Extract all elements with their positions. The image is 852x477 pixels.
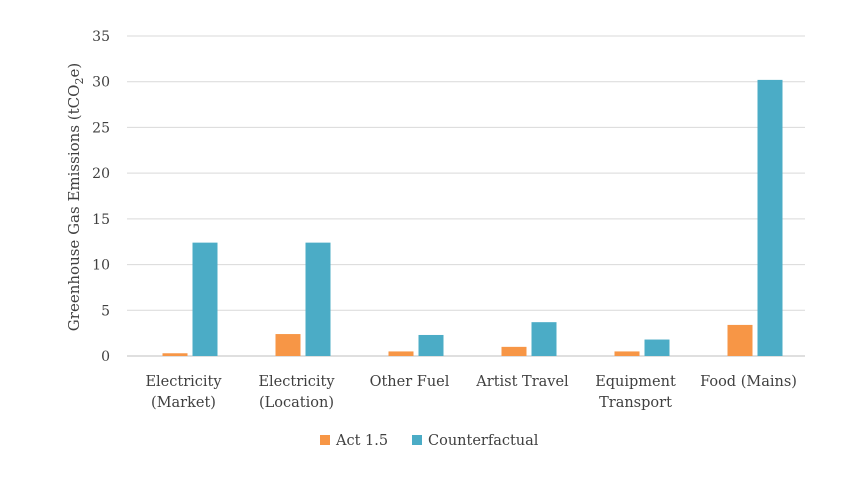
y-tick-label: 20 (92, 166, 110, 182)
x-category-label: Electricity (145, 374, 222, 390)
legend-label: Counterfactual (428, 433, 539, 449)
x-category-label: Transport (599, 395, 672, 411)
y-tick-label: 0 (101, 349, 110, 365)
bar-counterfactual (192, 242, 218, 356)
y-tick-label: 35 (92, 29, 110, 45)
gridlines (127, 35, 805, 357)
bars (162, 79, 783, 356)
y-tick-label: 5 (101, 303, 110, 319)
y-axis-label: Greenhouse Gas Emissions (tCO2e) (65, 63, 86, 331)
y-axis-label-main: Greenhouse Gas Emissions (tCO (65, 85, 83, 332)
y-tick-label: 10 (92, 258, 110, 274)
bar-counterfactual (418, 334, 444, 356)
y-tick-label: 15 (92, 212, 110, 228)
y-tick-label: 25 (92, 120, 110, 136)
x-category-label: Food (Mains) (700, 374, 797, 390)
y-axis-label-sub: 2 (73, 78, 86, 85)
legend-swatch (412, 435, 422, 445)
bar-act (501, 346, 527, 356)
bar-counterfactual (531, 322, 557, 356)
x-category-label: (Market) (151, 395, 216, 411)
bar-act (275, 334, 301, 356)
x-category-label: Artist Travel (475, 374, 569, 390)
bar-act (388, 351, 414, 356)
bar-act (162, 353, 188, 356)
y-axis-label-end: e) (65, 63, 83, 78)
x-category-label: Electricity (258, 374, 335, 390)
legend: Act 1.5 Counterfactual (320, 433, 539, 449)
y-axis-ticks: 0 5 10 15 20 25 30 35 (92, 29, 110, 365)
x-axis-categories: Electricity (Market) Electricity (Location)… (145, 374, 796, 411)
bar-act (727, 324, 753, 356)
bar-counterfactual (757, 79, 783, 356)
x-category-label: (Location) (259, 395, 334, 411)
x-category-label: Equipment (595, 374, 676, 390)
bar-act (614, 351, 640, 356)
legend-swatch (320, 435, 330, 445)
legend-label: Act 1.5 (335, 433, 388, 449)
x-category-label: Other Fuel (370, 374, 450, 390)
bar-counterfactual (305, 242, 331, 356)
bar-counterfactual (644, 339, 670, 356)
y-tick-label: 30 (92, 75, 110, 91)
